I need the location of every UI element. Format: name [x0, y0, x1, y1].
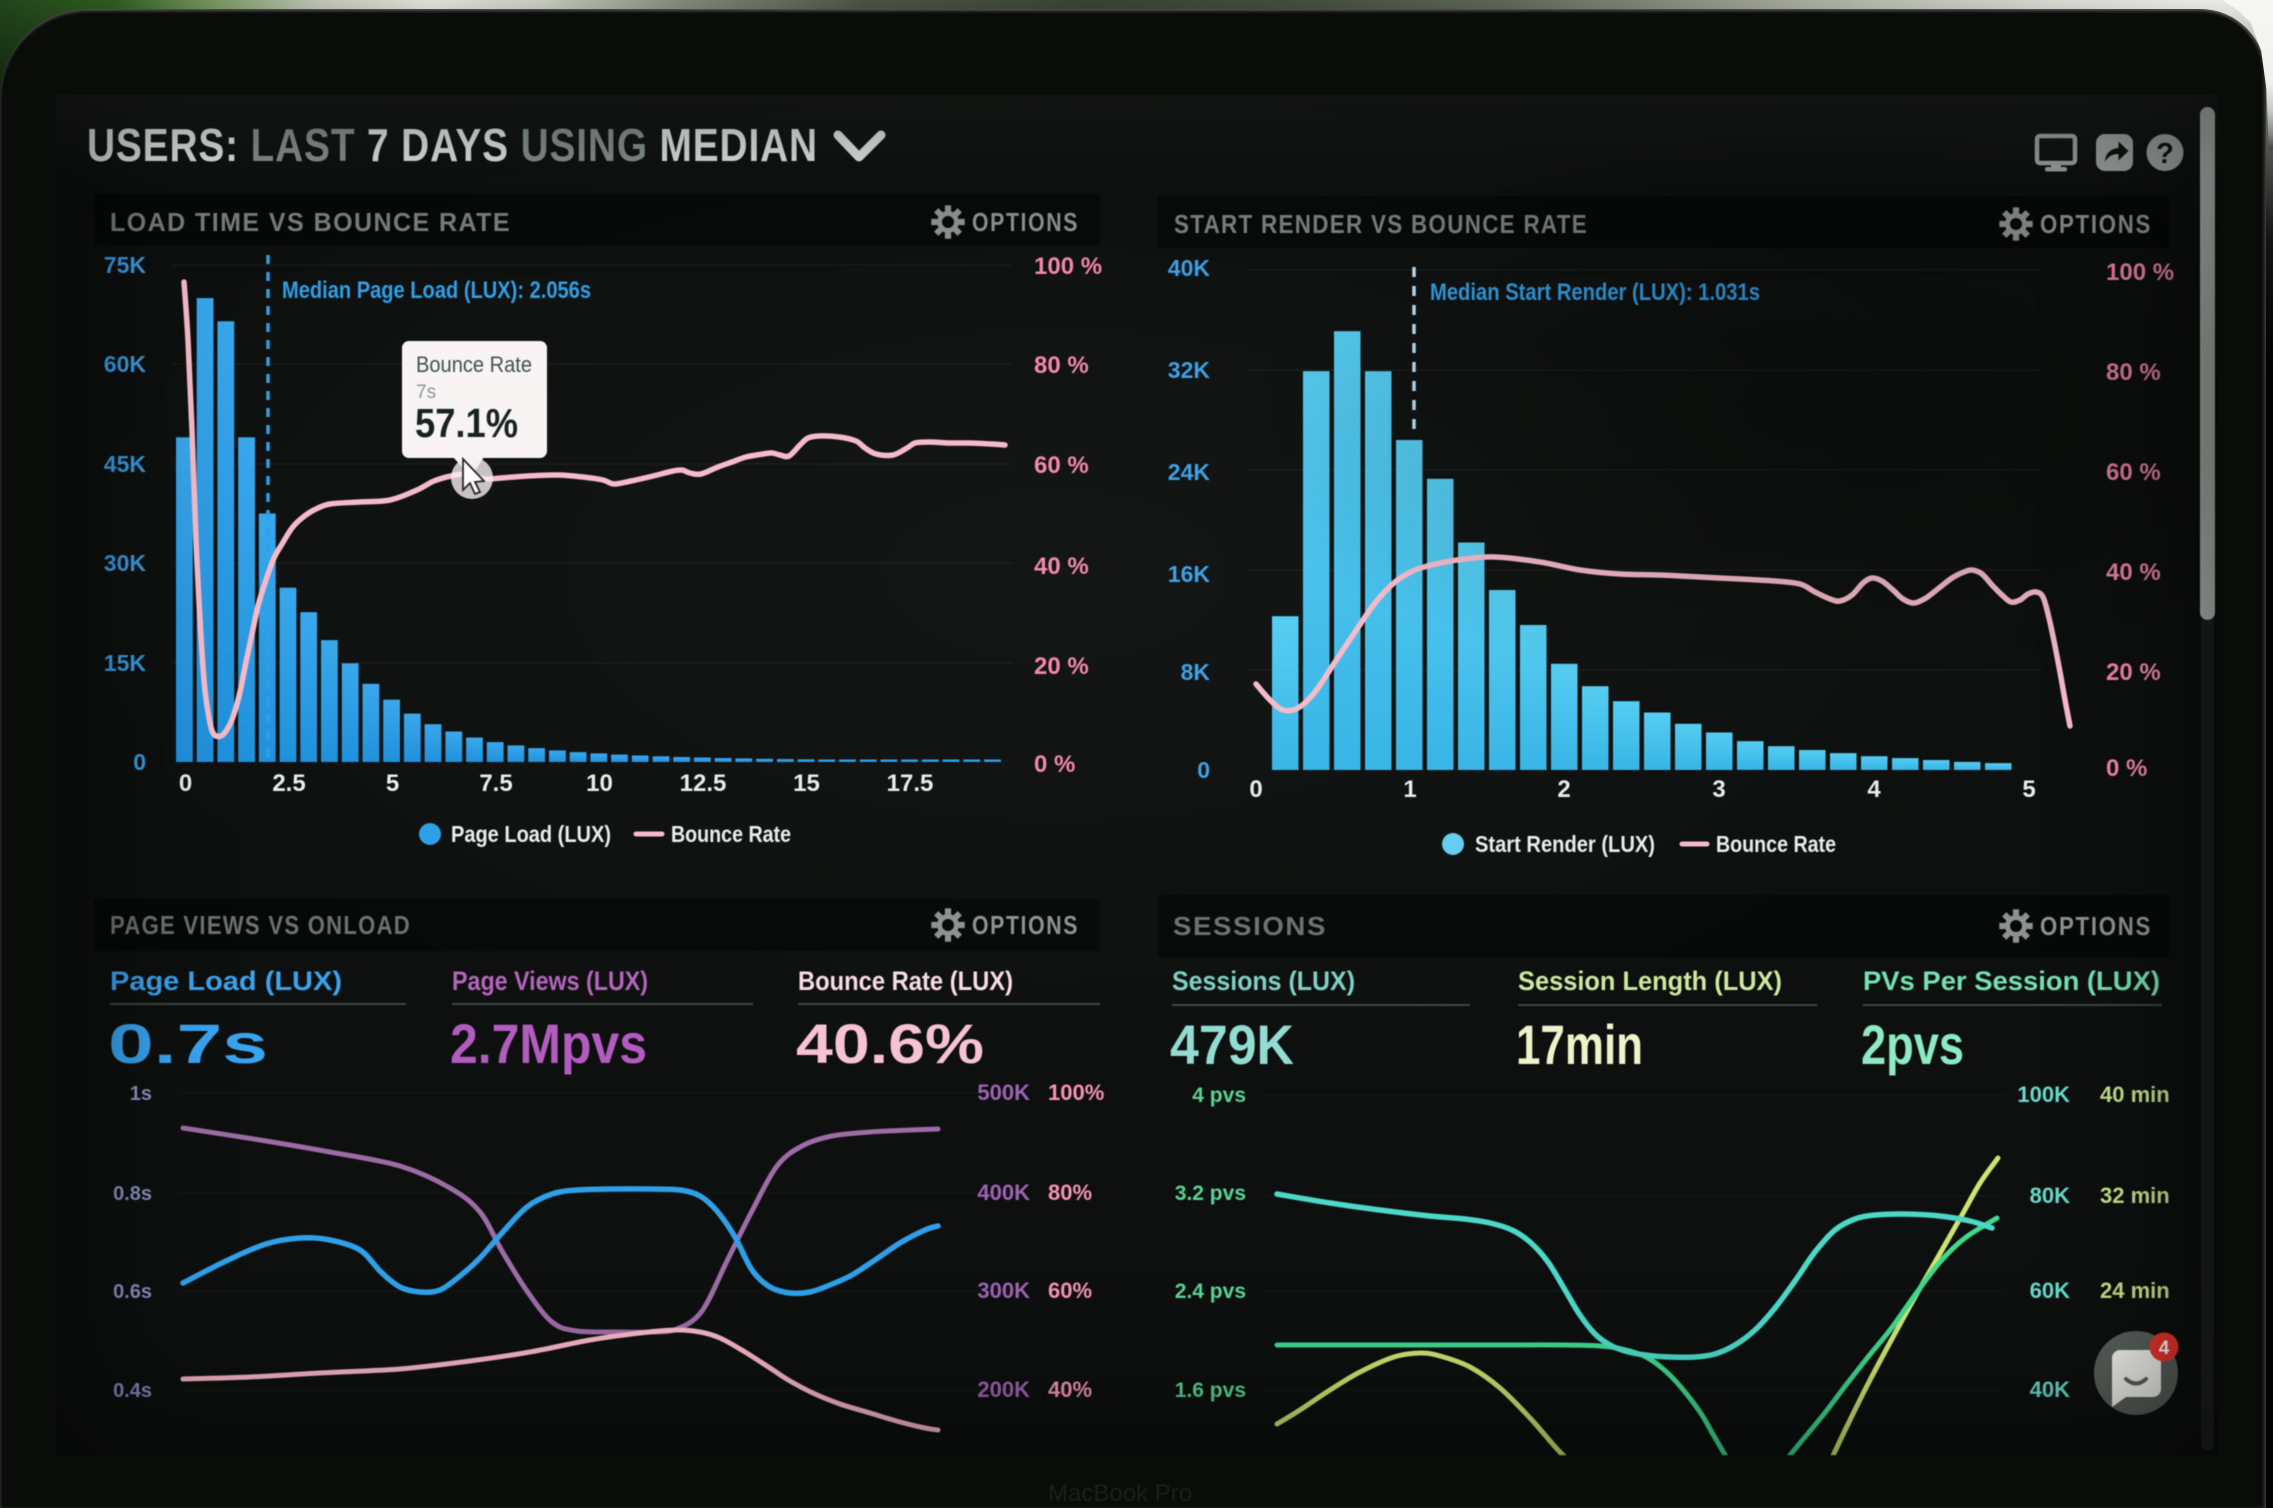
svg-text:PVs Per Session (LUX): PVs Per Session (LUX) [1863, 966, 2160, 996]
svg-text:10: 10 [586, 770, 613, 797]
svg-text:15K: 15K [104, 650, 147, 676]
svg-text:60K: 60K [2030, 1278, 2070, 1303]
svg-text:SESSIONS: SESSIONS [1173, 911, 1327, 941]
svg-text:Start Render (LUX): Start Render (LUX) [1475, 831, 1655, 857]
svg-text:0: 0 [133, 749, 146, 775]
svg-text:15: 15 [793, 770, 820, 797]
svg-text:40K: 40K [2030, 1377, 2070, 1402]
svg-text:OPTIONS: OPTIONS [2040, 911, 2152, 941]
svg-text:80K: 80K [2030, 1183, 2070, 1208]
svg-text:2: 2 [1557, 776, 1570, 803]
svg-text:5: 5 [2022, 776, 2035, 803]
svg-text:32K: 32K [1168, 357, 1211, 383]
svg-text:OPTIONS: OPTIONS [2040, 209, 2152, 239]
svg-text:0: 0 [179, 770, 192, 797]
svg-text:24K: 24K [1168, 459, 1211, 485]
svg-text:Page Load (LUX): Page Load (LUX) [110, 966, 342, 996]
svg-text:17.5: 17.5 [887, 770, 934, 797]
svg-text:40.6%: 40.6% [796, 1012, 984, 1075]
svg-text:2.7Mpvs: 2.7Mpvs [450, 1012, 647, 1075]
svg-text:80 %: 80 % [2106, 359, 2161, 386]
svg-text:20 %: 20 % [1034, 653, 1089, 680]
svg-text:100%: 100% [1048, 1080, 1104, 1105]
svg-text:0: 0 [1249, 776, 1262, 803]
svg-text:5: 5 [386, 770, 399, 797]
svg-text:80 %: 80 % [1034, 352, 1089, 379]
svg-text:60 %: 60 % [1034, 452, 1089, 479]
svg-text:7s: 7s [416, 382, 436, 403]
svg-text:Median Page Load (LUX): 2.056s: Median Page Load (LUX): 2.056s [282, 277, 591, 304]
svg-text:Sessions (LUX): Sessions (LUX) [1172, 966, 1355, 996]
svg-text:12.5: 12.5 [680, 770, 727, 797]
svg-text:0.7s: 0.7s [108, 1012, 268, 1075]
svg-text:0: 0 [1197, 757, 1210, 783]
svg-text:0.4s: 0.4s [113, 1380, 152, 1402]
svg-text:100 %: 100 % [2106, 259, 2174, 286]
svg-text:8K: 8K [1181, 659, 1211, 685]
svg-text:100 %: 100 % [1034, 253, 1102, 280]
svg-text:3.2 pvs: 3.2 pvs [1175, 1182, 1246, 1205]
svg-text:400K: 400K [977, 1180, 1030, 1205]
svg-text:4: 4 [2159, 1338, 2170, 1359]
svg-text:32 min: 32 min [2100, 1183, 2170, 1208]
svg-text:17min: 17min [1516, 1013, 1643, 1076]
svg-text:4: 4 [1867, 776, 1881, 803]
svg-text:2.4 pvs: 2.4 pvs [1175, 1280, 1246, 1303]
svg-text:OPTIONS: OPTIONS [972, 207, 1079, 237]
svg-text:200K: 200K [977, 1377, 1030, 1402]
svg-text:Page Views (LUX): Page Views (LUX) [452, 966, 648, 996]
svg-text:60K: 60K [104, 351, 147, 377]
svg-text:1s: 1s [130, 1083, 152, 1105]
svg-text:LOAD TIME VS BOUNCE RATE: LOAD TIME VS BOUNCE RATE [110, 207, 511, 237]
svg-text:45K: 45K [104, 451, 147, 477]
svg-text:40K: 40K [1168, 255, 1211, 281]
svg-text:0 %: 0 % [2106, 755, 2147, 782]
svg-text:?: ? [2156, 138, 2174, 170]
svg-text:MacBook Pro: MacBook Pro [1048, 1480, 1192, 1507]
svg-text:Page Load (LUX): Page Load (LUX) [451, 821, 611, 847]
svg-text:OPTIONS: OPTIONS [972, 910, 1079, 940]
svg-text:PAGE VIEWS VS ONLOAD: PAGE VIEWS VS ONLOAD [110, 910, 411, 940]
svg-text:Bounce Rate: Bounce Rate [671, 821, 791, 847]
svg-text:4 pvs: 4 pvs [1192, 1084, 1246, 1107]
svg-text:40 %: 40 % [2106, 559, 2161, 586]
svg-text:100K: 100K [2017, 1082, 2070, 1107]
svg-text:300K: 300K [977, 1278, 1030, 1303]
svg-text:USERS: LAST 7 DAYS USING MEDIA: USERS: LAST 7 DAYS USING MEDIAN [87, 120, 818, 172]
svg-text:START RENDER VS BOUNCE RATE: START RENDER VS BOUNCE RATE [1174, 209, 1588, 239]
svg-text:1: 1 [1403, 776, 1416, 803]
svg-text:40 min: 40 min [2100, 1082, 2170, 1107]
svg-text:7.5: 7.5 [479, 770, 512, 797]
svg-text:Bounce Rate: Bounce Rate [1716, 831, 1836, 857]
svg-text:1.6 pvs: 1.6 pvs [1175, 1379, 1246, 1402]
svg-text:2.5: 2.5 [272, 770, 305, 797]
svg-text:60%: 60% [1048, 1278, 1092, 1303]
svg-text:0.8s: 0.8s [113, 1183, 152, 1205]
svg-text:2pvs: 2pvs [1861, 1013, 1964, 1076]
svg-text:60 %: 60 % [2106, 459, 2161, 486]
svg-text:20 %: 20 % [2106, 659, 2161, 686]
svg-text:75K: 75K [104, 252, 147, 278]
svg-text:16K: 16K [1168, 561, 1211, 587]
svg-text:24 min: 24 min [2100, 1278, 2170, 1303]
svg-text:479K: 479K [1170, 1013, 1294, 1076]
svg-text:40%: 40% [1048, 1377, 1092, 1402]
svg-text:3: 3 [1712, 776, 1725, 803]
svg-text:Bounce Rate (LUX): Bounce Rate (LUX) [798, 966, 1013, 996]
svg-text:Median Start Render (LUX): 1.0: Median Start Render (LUX): 1.031s [1430, 279, 1760, 306]
svg-text:57.1%: 57.1% [415, 400, 518, 446]
svg-text:0 %: 0 % [1034, 751, 1075, 778]
svg-text:0.6s: 0.6s [113, 1281, 152, 1303]
svg-text:500K: 500K [977, 1080, 1030, 1105]
svg-text:Session Length (LUX): Session Length (LUX) [1518, 966, 1782, 996]
svg-text:40 %: 40 % [1034, 553, 1089, 580]
svg-text:80%: 80% [1048, 1180, 1092, 1205]
svg-text:30K: 30K [104, 550, 147, 576]
svg-text:Bounce Rate: Bounce Rate [416, 352, 532, 377]
